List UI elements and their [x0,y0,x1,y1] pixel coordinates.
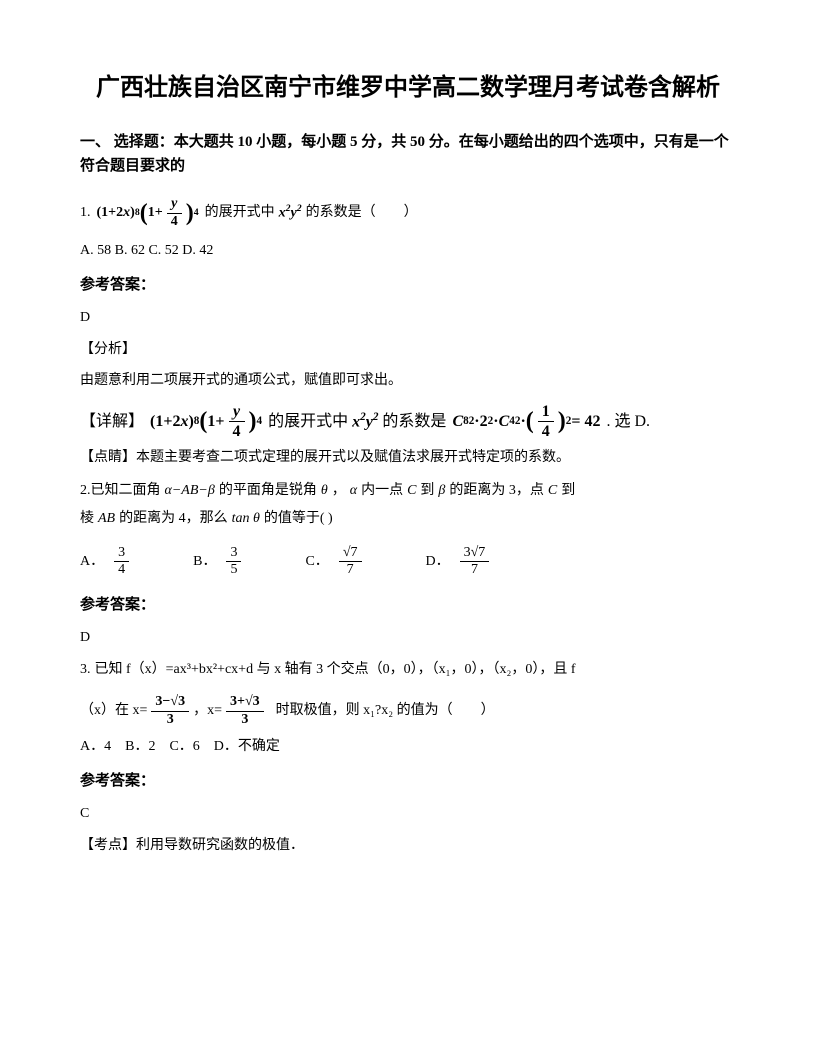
q2-text4: 内一点 [361,480,403,502]
q2-optB-label: B． [193,551,216,573]
q2-optB-num: 3 [226,545,241,563]
q2-optD-num: 3√7 [460,545,490,563]
q1-detail-formula: C82·22·C42·(14)2= 42 [452,402,600,441]
q2-optA-num: 3 [114,545,129,563]
q3-frac2: 3+√33 [226,694,264,729]
q2-alpha: α [350,480,357,502]
section-header: 一、 选择题：本大题共 10 小题，每小题 5 分，共 50 分。在每小题给出的… [80,130,736,178]
q3-text2: （x）在 x= [80,700,147,722]
page-title: 广西壮族自治区南宁市维罗中学高二数学理月考试卷含解析 [80,70,736,106]
q3-answer-label: 参考答案： [80,769,736,793]
q2-options: A． 34 B． 35 C． √77 D． 3√77 [80,545,736,580]
q1-analysis-tag: 【分析】 [80,339,736,361]
q2-text7: 到 [561,480,575,502]
q2-answer: D [80,627,736,649]
q2-theta: θ [321,480,328,502]
question-3: 3. 已知 f（x）=ax³+bx²+cx+d 与 x 轴有 3 个交点（0，0… [80,659,736,728]
q1-answer: D [80,307,736,329]
q1-text2: 的系数是（ ） [306,202,418,224]
q1-detail-end: . 选 D. [607,409,651,435]
q2-opt-d: D． 3√77 [426,545,494,580]
q2-c: C [407,480,416,502]
q3-point: 【考点】利用导数研究函数的极值． [80,835,736,857]
q1-detail-tag: 【详解】 [80,409,144,435]
q2-text6: 的距离为 3，点 [449,480,544,502]
q2-ab: AB [98,508,115,530]
q2-angle: α−AB−β [165,480,215,502]
q3-text4: 时取极值，则 x₁?x₂ 的值为（ ） [276,700,495,722]
q2-tan: tan θ [232,508,260,530]
q1-detail-xy: x2y2 [352,409,378,435]
q1-answer-label: 参考答案： [80,273,736,297]
q2-opt-b: B． 35 [193,545,245,580]
q2-text1: 已知二面角 [91,480,161,502]
q2-optC-den: 7 [339,562,362,579]
q2-text9: 的距离为 4，那么 [119,508,228,530]
question-2: 2. 已知二面角 α−AB−β 的平面角是锐角 θ ， α 内一点 C 到 β … [80,480,736,531]
q1-analysis-text: 由题意利用二项展开式的通项公式，赋值即可求出。 [80,370,736,392]
q2-optA-den: 4 [114,562,129,579]
q2-text5: 到 [420,480,434,502]
q2-beta: β [438,480,445,502]
q2-optC-label: C． [305,551,328,573]
q1-xy: x2y2 [279,201,302,225]
q2-opt-a: A． 34 [80,545,133,580]
q2-optC-num: √7 [339,545,362,563]
q2-optA-label: A． [80,551,104,573]
q2-num: 2. [80,480,91,502]
question-1: 1. (1+2x)8(1+y4)4 的展开式中 x2y2 的系数是（ ） [80,194,736,232]
q2-text3: ， [332,480,346,502]
q2-text10: 的值等于( ) [264,508,333,530]
q3-num: 3. [80,659,91,681]
q1-detail: 【详解】 (1+2x)8(1+y4)4 的展开式中 x2y2 的系数是 C82·… [80,402,736,441]
q1-detail-expr: (1+2x)8(1+y4)4 [150,402,262,441]
q1-text1: 的展开式中 [205,202,275,224]
q1-num: 1. [80,202,91,224]
q2-c2: C [548,480,557,502]
q1-detail-text2: 的系数是 [382,409,446,435]
q2-optD-label: D． [426,551,450,573]
q1-options: A. 58 B. 62 C. 52 D. 42 [80,240,736,262]
q1-point: 【点睛】本题主要考查二项式定理的展开式以及赋值法求展开式特定项的系数。 [80,447,736,469]
q3-frac1: 3−√33 [151,694,189,729]
q3-options: A．4 B．2 C．6 D．不确定 [80,736,736,758]
q1-detail-text1: 的展开式中 [268,409,348,435]
q2-optD-den: 7 [460,562,490,579]
q2-text8: 棱 [80,508,94,530]
q1-expression: (1+2x)8(1+y4)4 [97,194,199,232]
q3-answer: C [80,803,736,825]
q3-text1: 已知 f（x）=ax³+bx²+cx+d 与 x 轴有 3 个交点（0，0），（… [95,659,576,681]
q3-text3: ，x= [193,700,222,722]
q2-text2: 的平面角是锐角 [219,480,317,502]
q2-optB-den: 5 [226,562,241,579]
q2-opt-c: C． √77 [305,545,365,580]
q2-answer-label: 参考答案： [80,593,736,617]
